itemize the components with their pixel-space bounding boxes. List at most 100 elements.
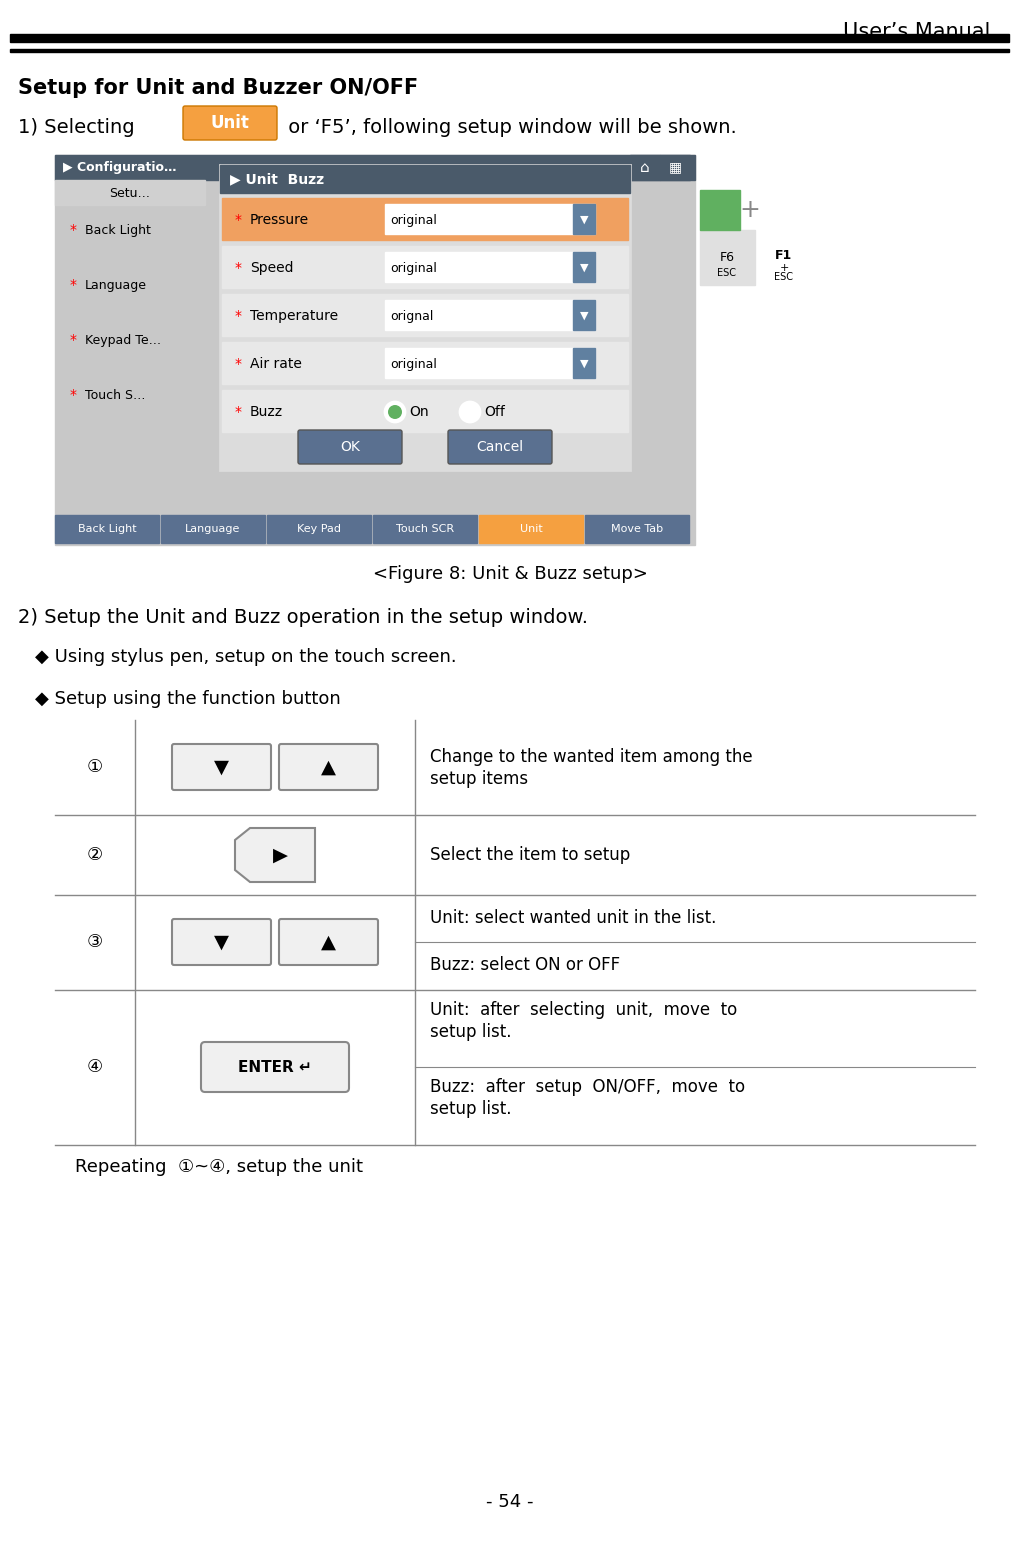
Text: Select the item to setup: Select the item to setup — [430, 846, 630, 864]
Text: +: + — [780, 263, 789, 274]
Text: Speed: Speed — [250, 261, 293, 275]
Text: Air rate: Air rate — [250, 357, 302, 371]
Bar — [385, 300, 595, 329]
Text: Cancel: Cancel — [477, 441, 524, 455]
Polygon shape — [235, 829, 315, 883]
Text: original: original — [390, 357, 437, 371]
Text: Pressure: Pressure — [250, 213, 309, 227]
Text: ▶: ▶ — [272, 846, 287, 864]
Bar — [55, 155, 695, 546]
Bar — [222, 342, 628, 383]
Text: original: original — [390, 261, 437, 275]
Bar — [757, 230, 812, 284]
Text: Key Pad: Key Pad — [297, 524, 341, 533]
Text: orignal: orignal — [390, 309, 433, 323]
Text: ▶ Configuratio…: ▶ Configuratio… — [63, 161, 176, 173]
Text: ▼: ▼ — [580, 263, 588, 274]
Bar — [385, 348, 595, 379]
Text: ENTER ↵: ENTER ↵ — [238, 1059, 312, 1074]
Text: *: * — [235, 357, 242, 371]
Text: setup items: setup items — [430, 770, 528, 788]
Text: Off: Off — [484, 405, 504, 419]
Text: Unit: select wanted unit in the list.: Unit: select wanted unit in the list. — [430, 909, 716, 928]
Text: *: * — [70, 223, 77, 237]
Bar — [220, 165, 630, 470]
Bar — [630, 155, 660, 179]
Text: ▼: ▼ — [214, 932, 228, 951]
FancyBboxPatch shape — [298, 430, 403, 464]
FancyBboxPatch shape — [448, 430, 552, 464]
Bar — [55, 155, 695, 179]
Text: Language: Language — [185, 524, 240, 533]
Bar — [573, 252, 595, 281]
Text: ▼: ▼ — [214, 758, 228, 776]
Circle shape — [388, 405, 403, 419]
Text: ◆ Setup using the function button: ◆ Setup using the function button — [35, 690, 340, 708]
Text: F1: F1 — [775, 249, 793, 261]
Circle shape — [385, 402, 405, 422]
Bar — [700, 190, 740, 230]
Text: User’s Manual: User’s Manual — [843, 22, 990, 42]
Bar — [385, 204, 595, 233]
Text: *: * — [70, 278, 77, 292]
Text: Buzz:  after  setup  ON/OFF,  move  to: Buzz: after setup ON/OFF, move to — [430, 1078, 745, 1096]
Bar — [585, 515, 689, 543]
FancyBboxPatch shape — [172, 744, 271, 790]
Text: Unit:  after  selecting  unit,  move  to: Unit: after selecting unit, move to — [430, 1000, 738, 1019]
Bar — [55, 515, 159, 543]
Bar — [660, 155, 690, 179]
Text: Change to the wanted item among the: Change to the wanted item among the — [430, 748, 753, 765]
Text: Setu…: Setu… — [109, 187, 151, 199]
Text: Buzz: select ON or OFF: Buzz: select ON or OFF — [430, 955, 621, 974]
Text: ▼: ▼ — [580, 311, 588, 322]
FancyBboxPatch shape — [201, 1042, 348, 1091]
Bar — [222, 294, 628, 335]
Text: ▲: ▲ — [321, 758, 335, 776]
Text: ▲: ▲ — [321, 932, 335, 951]
Text: ②: ② — [87, 846, 103, 864]
Bar — [222, 246, 628, 288]
Bar — [222, 198, 628, 240]
Text: ⌂: ⌂ — [640, 159, 650, 175]
Text: Back Light: Back Light — [77, 524, 137, 533]
Text: original: original — [390, 213, 437, 227]
Bar — [55, 720, 975, 1190]
Circle shape — [460, 402, 480, 422]
FancyBboxPatch shape — [279, 918, 378, 965]
Text: Back Light: Back Light — [85, 224, 151, 237]
Bar — [700, 230, 755, 284]
Text: *: * — [235, 261, 242, 275]
Text: <Figure 8: Unit & Buzz setup>: <Figure 8: Unit & Buzz setup> — [373, 564, 647, 583]
Text: setup list.: setup list. — [430, 1101, 512, 1118]
Bar — [10, 49, 1009, 53]
Text: ◆ Using stylus pen, setup on the touch screen.: ◆ Using stylus pen, setup on the touch s… — [35, 648, 457, 666]
Text: ESC: ESC — [717, 267, 737, 278]
Text: Repeating  ①~④, setup the unit: Repeating ①~④, setup the unit — [75, 1158, 363, 1177]
Text: On: On — [409, 405, 429, 419]
Text: ▼: ▼ — [580, 215, 588, 226]
Text: ③: ③ — [87, 932, 103, 951]
Text: or ‘F5’, following setup window will be shown.: or ‘F5’, following setup window will be … — [282, 117, 737, 138]
Text: *: * — [235, 213, 242, 227]
Text: +: + — [740, 198, 760, 223]
Bar — [573, 300, 595, 329]
Text: ①: ① — [87, 758, 103, 776]
Bar — [373, 515, 477, 543]
Bar — [10, 34, 1009, 42]
Text: Language: Language — [85, 278, 147, 292]
Text: ▼: ▼ — [580, 359, 588, 369]
Text: Touch S…: Touch S… — [85, 388, 146, 402]
Text: Buzz: Buzz — [250, 405, 283, 419]
Text: ④: ④ — [87, 1057, 103, 1076]
Bar — [385, 252, 595, 281]
Bar — [161, 515, 265, 543]
Text: 2) Setup the Unit and Buzz operation in the setup window.: 2) Setup the Unit and Buzz operation in … — [18, 608, 588, 628]
FancyBboxPatch shape — [279, 744, 378, 790]
Text: *: * — [70, 388, 77, 402]
Bar — [55, 179, 205, 206]
Text: Setup for Unit and Buzzer ON/OFF: Setup for Unit and Buzzer ON/OFF — [18, 77, 418, 97]
Text: ESC: ESC — [774, 272, 794, 281]
Text: Keypad Te…: Keypad Te… — [85, 334, 161, 346]
Text: Touch SCR: Touch SCR — [396, 524, 454, 533]
Bar — [267, 515, 371, 543]
